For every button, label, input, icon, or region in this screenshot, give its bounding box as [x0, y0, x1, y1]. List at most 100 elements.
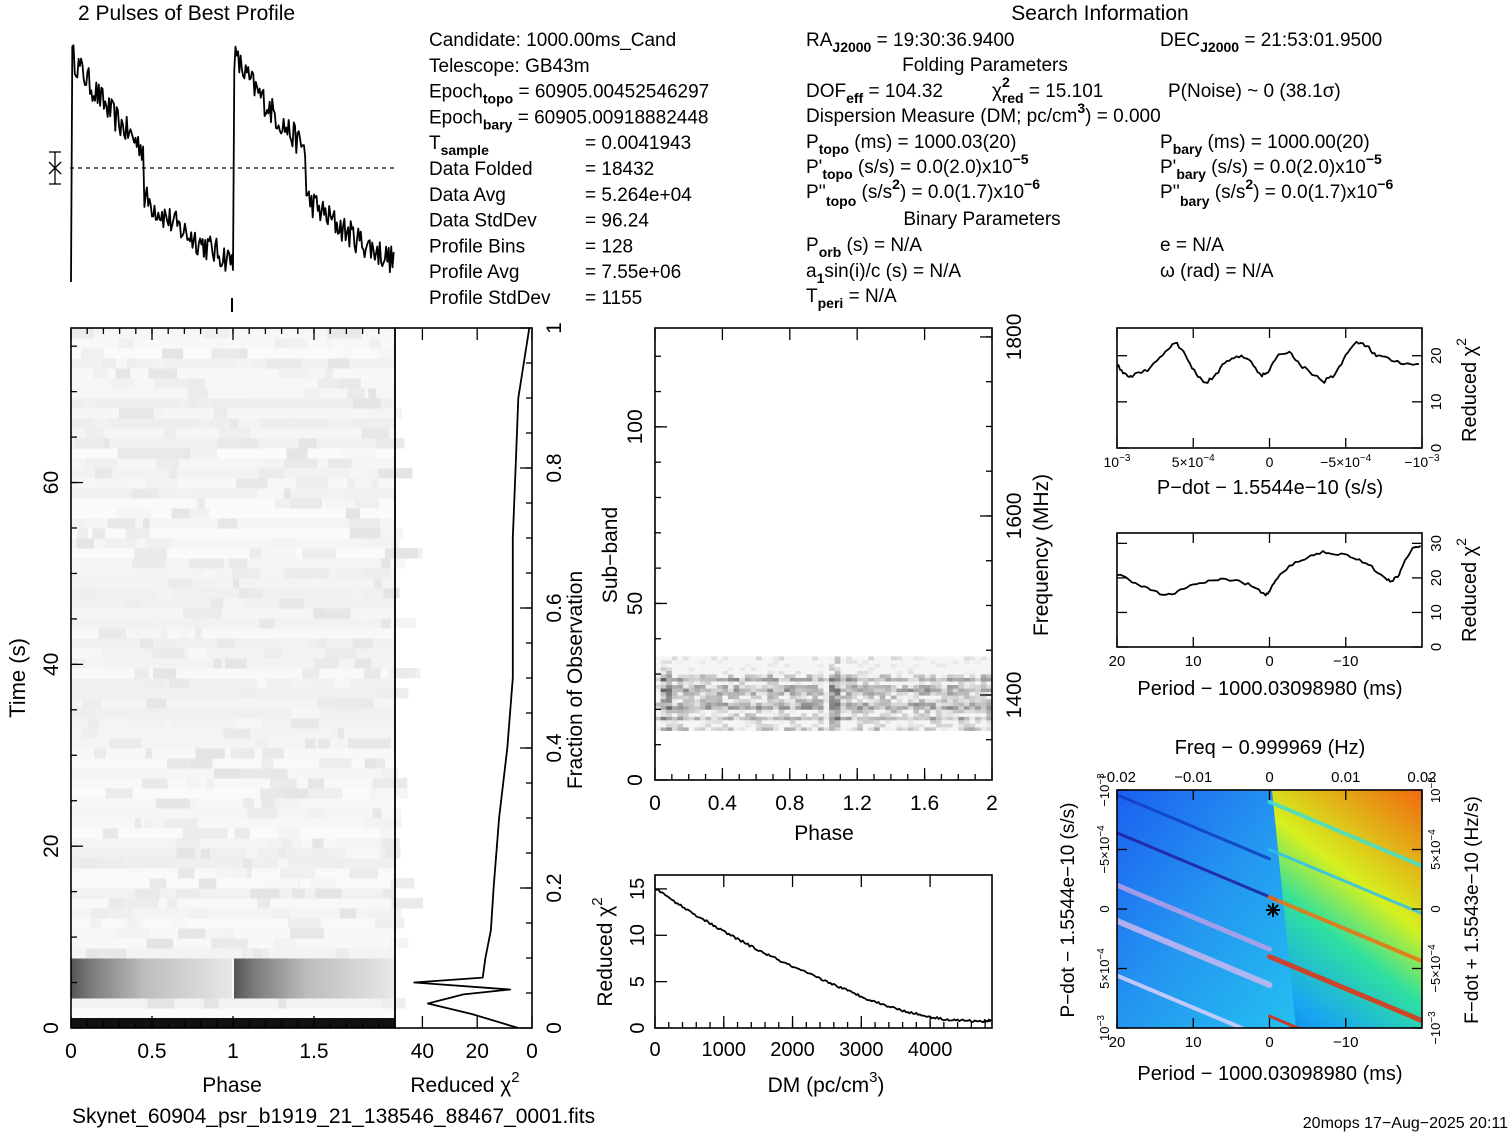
time-row-speckle [102, 828, 119, 839]
time-row-speckle [203, 328, 229, 339]
subband-cell [722, 727, 729, 731]
subband-cell [750, 663, 757, 668]
time-row-speckle [345, 508, 361, 519]
subband-cell [655, 688, 661, 693]
subband-cell [694, 702, 701, 707]
subband-cell [795, 684, 802, 689]
subband-cell [874, 688, 880, 693]
subband-cell [935, 691, 942, 696]
subband-cell [660, 684, 667, 689]
time-row [71, 468, 395, 479]
time-row-speckle [156, 458, 180, 469]
subband-cell [722, 684, 729, 689]
subband-cell [930, 702, 937, 707]
subband-cell [801, 727, 807, 731]
subband-cell [829, 702, 836, 707]
subband-cell [857, 667, 864, 671]
time-row-speckle [93, 418, 109, 429]
subband-cell [986, 709, 993, 714]
subband-cell [980, 691, 987, 696]
time-row-speckle [233, 348, 248, 359]
subband-cell [963, 716, 970, 721]
time-row-speckle [255, 738, 268, 749]
y-tick-label: −5×10−4 [1427, 944, 1443, 993]
subband-cell [857, 659, 864, 664]
subband-cell [986, 674, 993, 678]
subband-cell [885, 723, 892, 728]
subband-cell [919, 727, 925, 731]
subband-cell [817, 705, 824, 710]
subband-cell [879, 667, 886, 671]
subband-cell [846, 667, 852, 671]
time-row-speckle [278, 368, 310, 379]
time-row-speckle [211, 348, 239, 359]
subband-cell [952, 688, 959, 693]
subband-cell [862, 663, 869, 668]
subband-cell [862, 720, 869, 724]
subband-cell [963, 659, 970, 664]
subband-cell [761, 674, 768, 678]
subband-cell [789, 688, 796, 693]
time-row-speckle [107, 518, 136, 529]
subband-cell [941, 716, 948, 721]
subband-cell [817, 663, 824, 668]
y-tick-label: 1 [543, 322, 566, 334]
subband-cell [761, 705, 768, 710]
subband-cell [789, 712, 796, 717]
subband-cell [688, 705, 695, 710]
subband-cell [677, 709, 684, 714]
time-row-speckle [244, 948, 254, 959]
time-row-speckle [235, 688, 264, 699]
subband-cell [694, 691, 701, 696]
time-row-speckle [149, 878, 167, 889]
time-row-speckle [212, 398, 248, 409]
time-row-speckle [195, 628, 202, 639]
time-row-speckle [376, 688, 409, 699]
subband-cell [801, 709, 807, 714]
subband-cell [851, 716, 858, 721]
subband-cell [795, 663, 802, 668]
time-chi2-ticks: 40 20 000.20.40.60.81 [411, 322, 566, 1063]
time-row [71, 788, 395, 799]
time-row-speckle [223, 728, 251, 739]
subband-cell [699, 695, 706, 700]
subband-cell [789, 663, 796, 668]
subband-cell [874, 670, 880, 675]
subband-cell [671, 681, 678, 685]
time-row-speckle [303, 388, 321, 399]
subband-cell [947, 659, 954, 664]
subband-cell [677, 702, 684, 707]
time-row-speckle [262, 768, 288, 779]
subband-cell [958, 702, 965, 707]
y-tick-label: 0.2 [543, 873, 566, 902]
subband-cell [683, 705, 690, 710]
subband-cell [941, 691, 948, 696]
subband-cell [834, 691, 841, 696]
subband-cell [969, 659, 976, 664]
subband-cell [941, 723, 948, 728]
time-row-speckle [92, 528, 106, 539]
subband-cell [761, 684, 768, 689]
subband-cell [885, 695, 892, 700]
subband-cell [778, 695, 785, 700]
subband-cell [688, 702, 695, 707]
subband-cell [795, 656, 802, 661]
time-row-speckle [257, 678, 267, 689]
subband-cell [716, 712, 723, 717]
subband-cell [761, 712, 768, 717]
subband-cell [722, 705, 729, 710]
time-row-speckle [375, 818, 402, 829]
subband-cell [677, 688, 684, 693]
subband-cell [969, 727, 976, 731]
subband-cell [862, 712, 869, 717]
subband-cell [683, 684, 690, 689]
subband-cell [834, 698, 841, 703]
subband-cell [677, 667, 684, 671]
subband-cell [874, 681, 880, 685]
subband-cell [722, 695, 729, 700]
subband-cell [660, 670, 667, 675]
subband-cell [733, 674, 740, 678]
subband-cell [677, 723, 684, 728]
